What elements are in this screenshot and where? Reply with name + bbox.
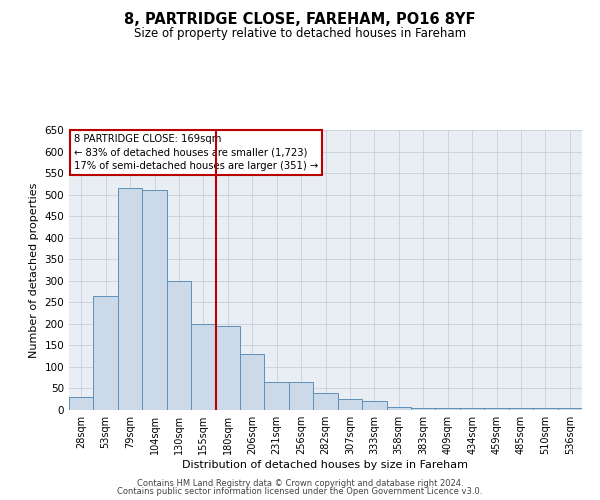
Y-axis label: Number of detached properties: Number of detached properties	[29, 182, 39, 358]
Text: 8 PARTRIDGE CLOSE: 169sqm
← 83% of detached houses are smaller (1,723)
17% of se: 8 PARTRIDGE CLOSE: 169sqm ← 83% of detac…	[74, 134, 319, 170]
Bar	[484, 408, 509, 410]
Bar	[118, 188, 142, 410]
Bar	[313, 393, 338, 410]
Bar	[215, 326, 240, 410]
Bar	[436, 408, 460, 410]
Bar	[69, 397, 94, 410]
Text: 8, PARTRIDGE CLOSE, FAREHAM, PO16 8YF: 8, PARTRIDGE CLOSE, FAREHAM, PO16 8YF	[124, 12, 476, 28]
Bar	[460, 408, 484, 410]
Bar	[557, 408, 582, 410]
Text: Size of property relative to detached houses in Fareham: Size of property relative to detached ho…	[134, 28, 466, 40]
Text: Contains HM Land Registry data © Crown copyright and database right 2024.: Contains HM Land Registry data © Crown c…	[137, 478, 463, 488]
Bar	[386, 406, 411, 410]
Bar	[509, 408, 533, 410]
Bar	[142, 190, 167, 410]
Bar	[533, 408, 557, 410]
Bar	[338, 399, 362, 410]
Bar	[240, 354, 265, 410]
Text: Contains public sector information licensed under the Open Government Licence v3: Contains public sector information licen…	[118, 487, 482, 496]
Bar	[289, 382, 313, 410]
Bar	[94, 296, 118, 410]
Bar	[362, 402, 386, 410]
Bar	[167, 281, 191, 410]
Bar	[191, 324, 215, 410]
Bar	[265, 382, 289, 410]
Bar	[411, 408, 436, 410]
X-axis label: Distribution of detached houses by size in Fareham: Distribution of detached houses by size …	[182, 460, 469, 470]
